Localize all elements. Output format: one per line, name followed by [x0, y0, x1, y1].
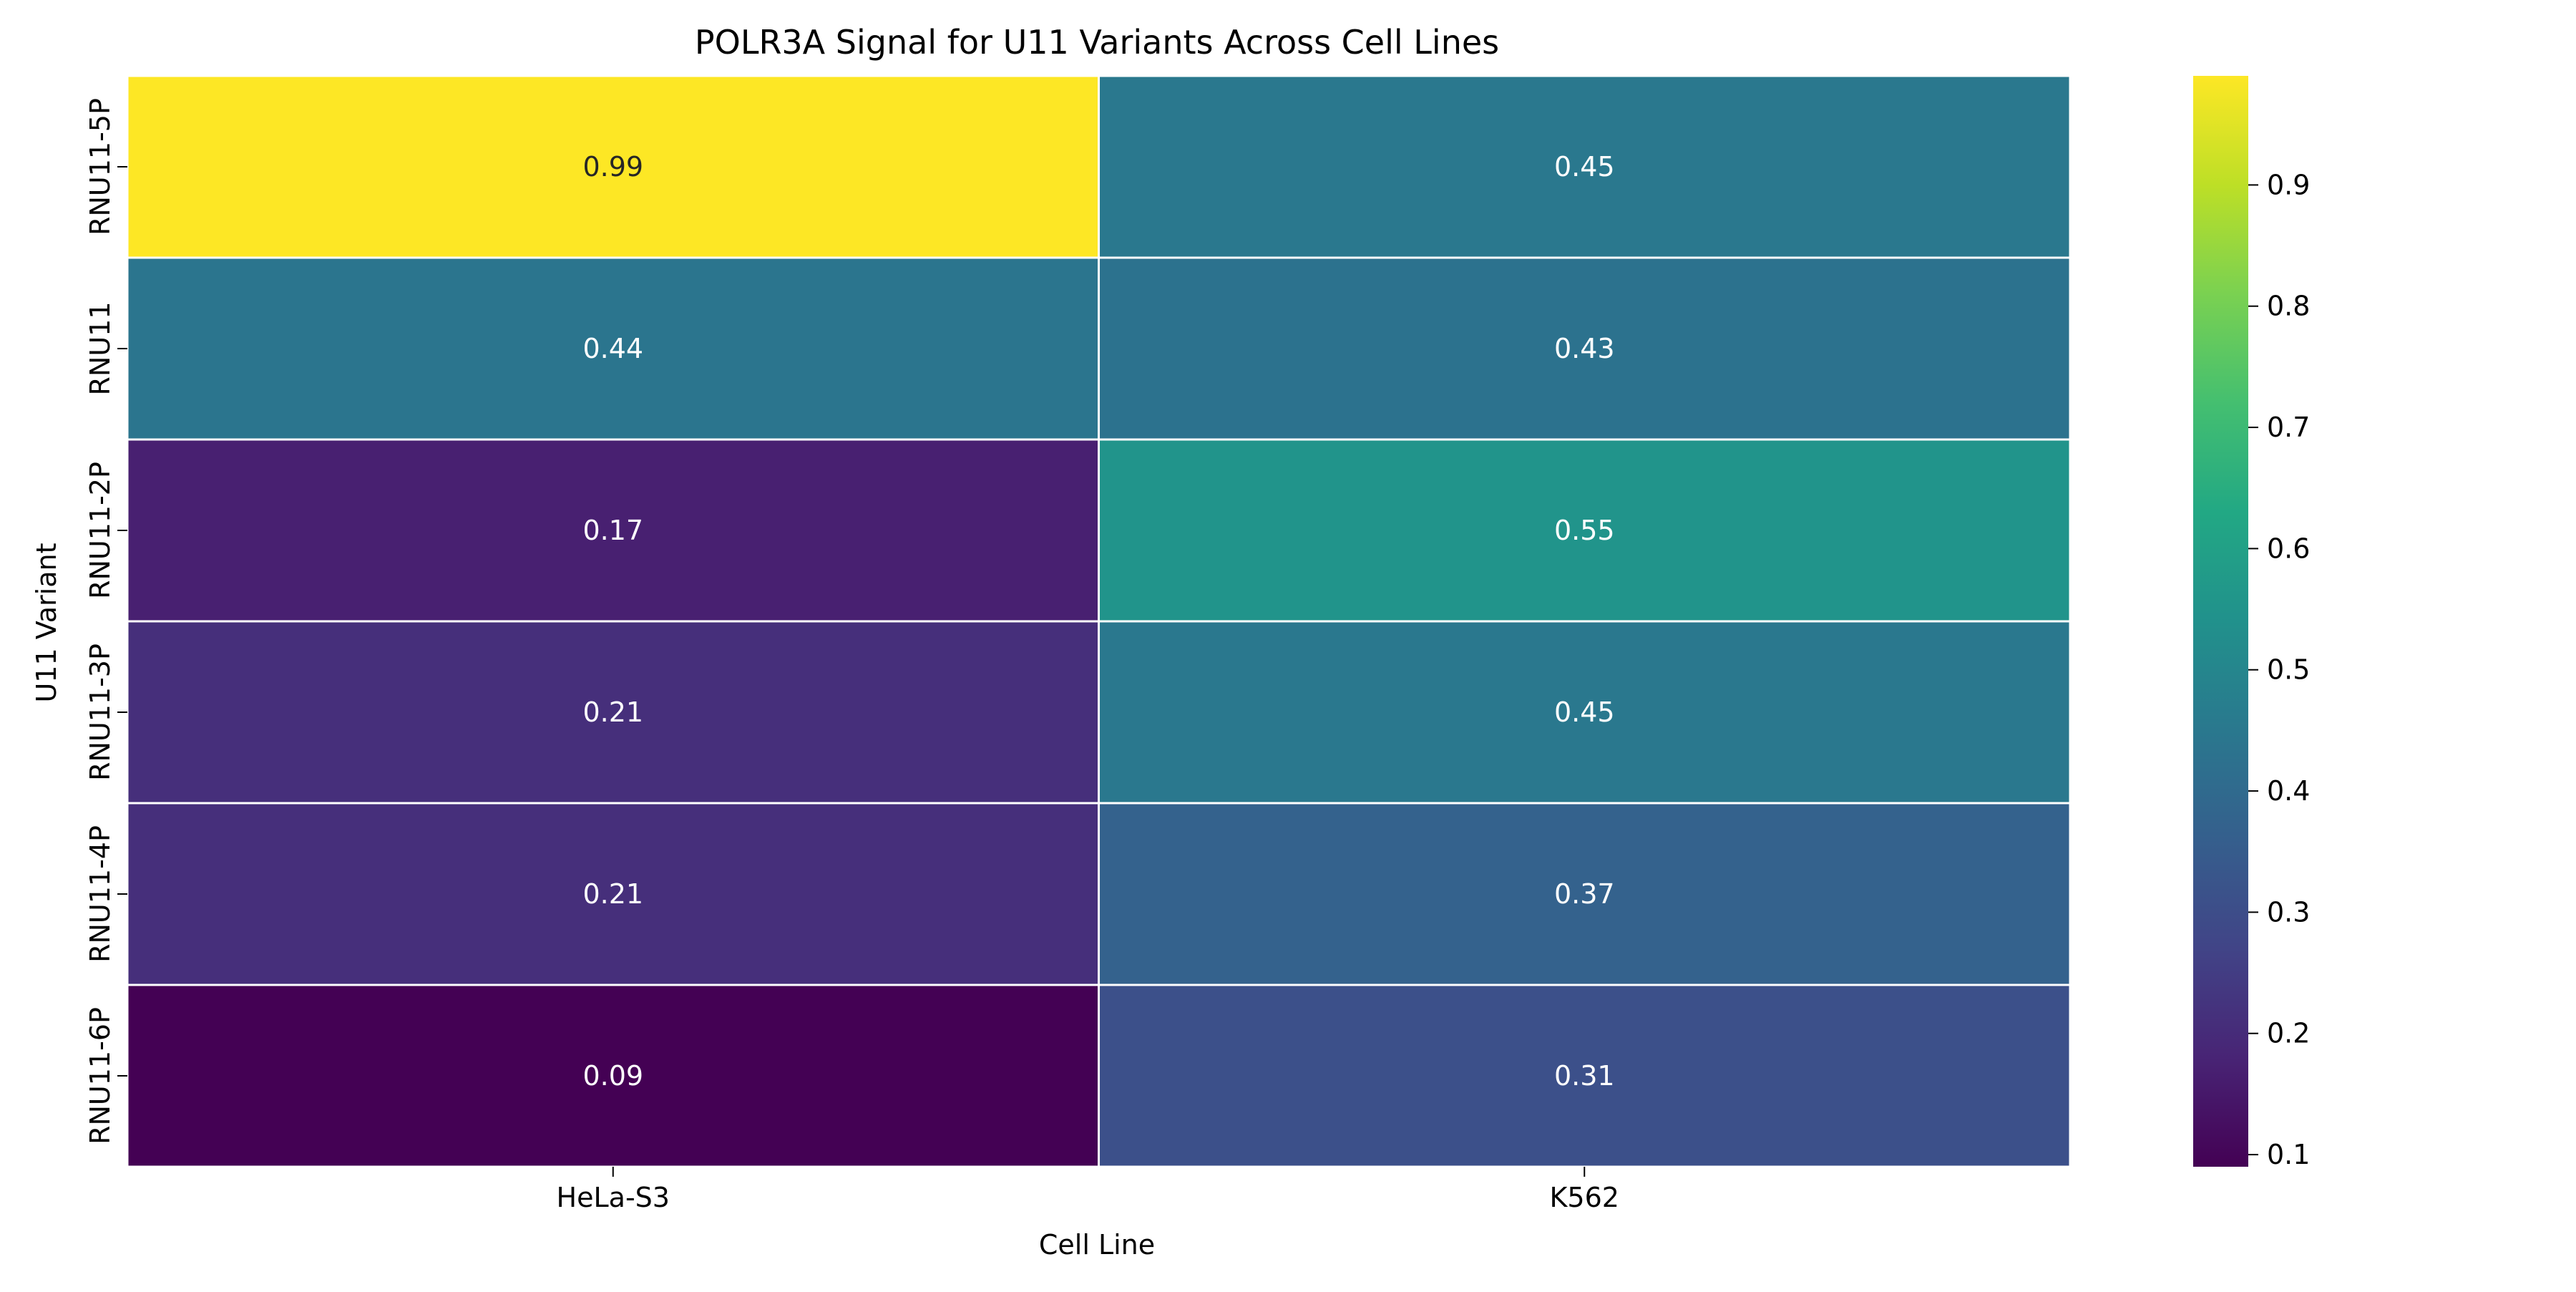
y-axis-label: U11 Variant [31, 543, 62, 702]
colorbar-tick-label: 0.8 [2267, 291, 2310, 322]
colorbar-tick-label: 0.9 [2267, 169, 2310, 200]
heatmap-cell-label: 0.09 [582, 1060, 643, 1092]
heatmap-cell [126, 256, 1100, 441]
x-tick-label: K562 [1550, 1182, 1619, 1213]
heatmap-cell-label: 0.31 [1554, 1060, 1615, 1092]
colorbar-tick-label: 0.6 [2267, 533, 2310, 564]
y-tick-label: RNU11-2P [84, 462, 116, 599]
x-tick-label: HeLa-S3 [557, 1182, 670, 1213]
chart-title: POLR3A Signal for U11 Variants Across Ce… [695, 23, 1499, 62]
heatmap-cell-label: 0.45 [1554, 696, 1615, 728]
heatmap-cell [126, 438, 1100, 623]
heatmap-cell [126, 74, 1100, 259]
heatmap-cell [1098, 438, 2072, 623]
x-axis-label: Cell Line [1039, 1229, 1155, 1261]
heatmap-cell [1098, 983, 2072, 1168]
colorbar [2193, 76, 2248, 1167]
colorbar-tick-label: 0.3 [2267, 896, 2310, 928]
y-tick-label: RNU11 [84, 302, 116, 396]
colorbar-tick-label: 0.2 [2267, 1018, 2310, 1049]
heatmap-cell-label: 0.21 [582, 696, 643, 728]
heatmap-cell-label: 0.37 [1554, 878, 1615, 910]
y-tick-label: RNU11-5P [84, 98, 116, 235]
y-tick-label: RNU11-4P [84, 825, 116, 963]
heatmap-cell-label: 0.17 [582, 515, 643, 546]
heatmap-cell-labels: 0.99 0.45 0.44 0.43 0.17 0.55 0.21 0.45 0.21 0.37… [582, 151, 1614, 1092]
heatmap-cell-label: 0.55 [1554, 515, 1615, 546]
heatmap-cell-label: 0.43 [1554, 333, 1615, 364]
heatmap-cell [1098, 256, 2072, 441]
heatmap-cell [1098, 620, 2072, 805]
heatmap-cell [1098, 74, 2072, 259]
x-axis-ticks: HeLa-S3 K562 [557, 1167, 1619, 1213]
heatmap-cell-label: 0.44 [582, 333, 643, 364]
colorbar-tick-label: 0.4 [2267, 775, 2310, 807]
y-tick-label: RNU11-6P [84, 1007, 116, 1145]
colorbar-tick-label: 0.1 [2267, 1139, 2310, 1170]
heatmap-cell [1098, 802, 2072, 986]
colorbar-tick-label: 0.7 [2267, 412, 2310, 443]
y-tick-label: RNU11-3P [84, 643, 116, 781]
heatmap-cell-label: 0.21 [582, 878, 643, 910]
colorbar-tick-label: 0.5 [2267, 654, 2310, 686]
heatmap-cells [126, 74, 2072, 1168]
y-axis-ticks: RNU11-5P RNU11 RNU11-2P RNU11-3P RNU11-4P RNU… [84, 98, 127, 1145]
colorbar-ticks: 0.1 0.2 0.3 0.4 0.5 0.6 0.7 0.8 0.9 [2248, 169, 2310, 1170]
heatmap-cell-label: 0.99 [582, 151, 643, 183]
heatmap-cell-label: 0.45 [1554, 151, 1615, 183]
